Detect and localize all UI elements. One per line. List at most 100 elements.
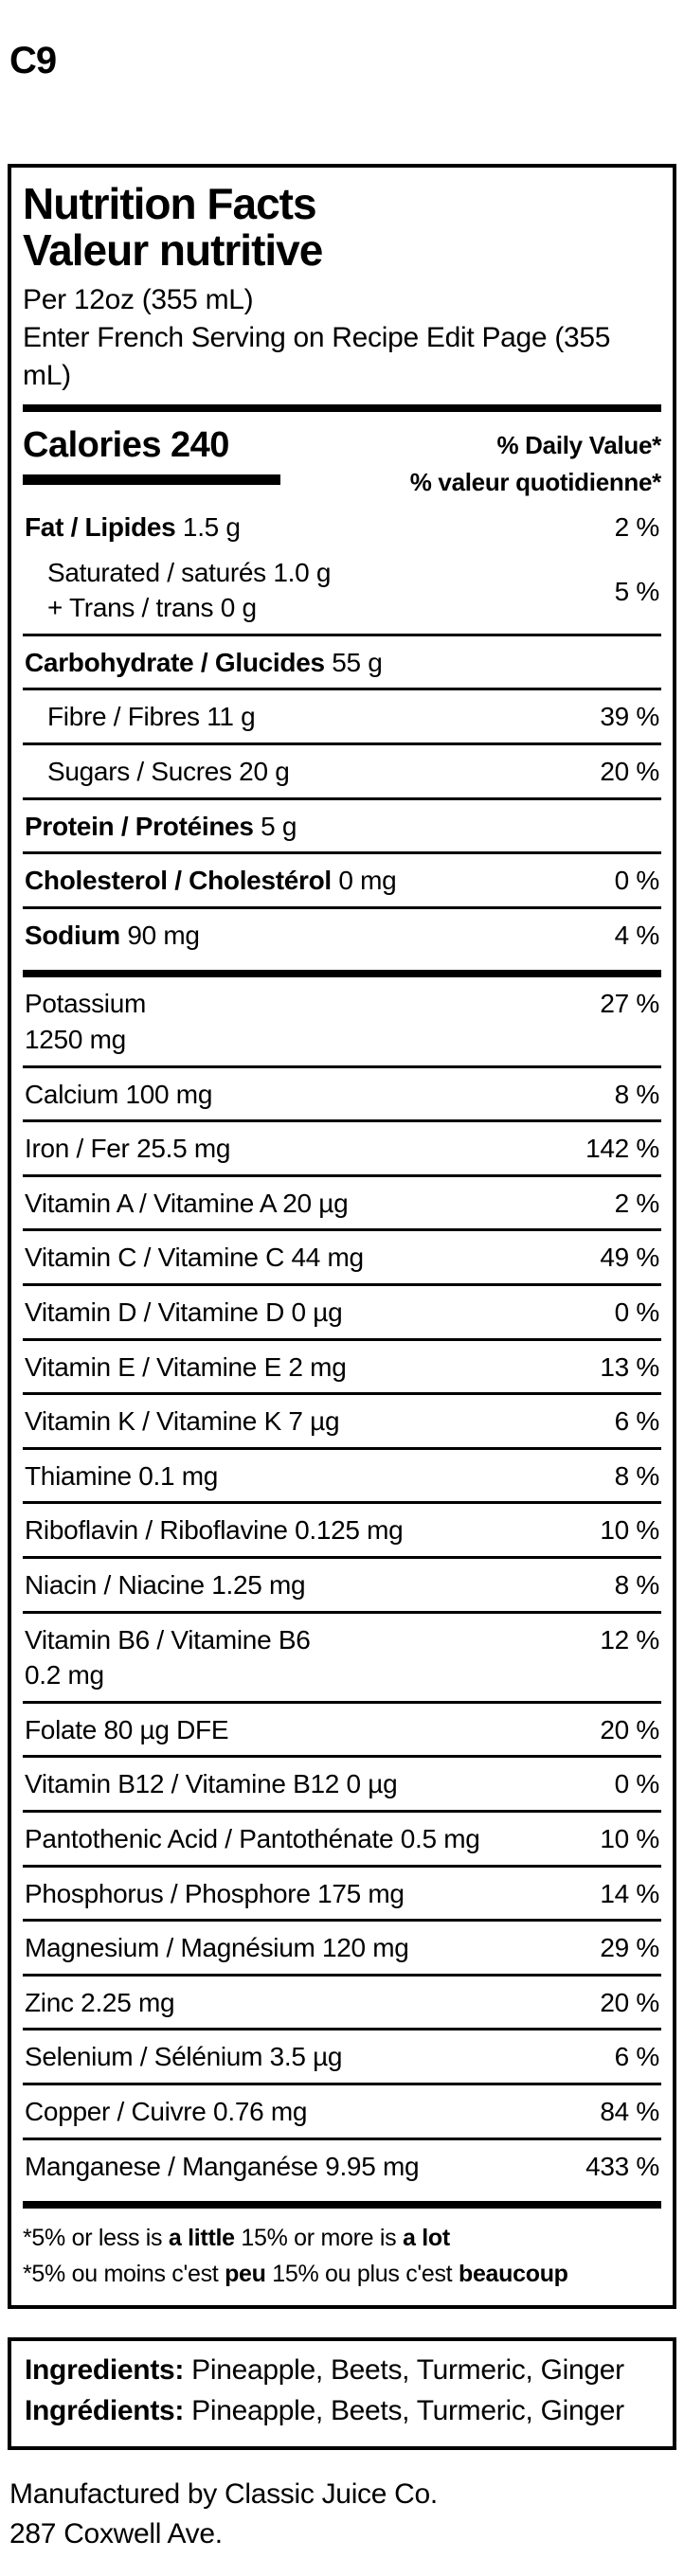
daily-value-percent: 14 % <box>600 1878 659 1908</box>
section-divider-bar <box>23 404 661 413</box>
nutrient-row: Folate 80 µg DFE 20 % <box>23 1700 661 1756</box>
calories-block: Calories 240 <box>23 425 280 486</box>
daily-value-percent: 2 % <box>614 512 660 543</box>
nutrient-row: Vitamin A / Vitamine A 20 µg 2 % <box>23 1173 661 1229</box>
daily-value-percent: 0 % <box>614 866 660 896</box>
label-title-en: Nutrition Facts <box>23 179 317 228</box>
nutrient-row: Manganese / Manganése 9.95 mg 433 % <box>23 2137 661 2192</box>
nutrient-name: Fat / Lipides 1.5 g <box>25 512 241 543</box>
daily-value-percent: 12 % <box>600 1624 659 1655</box>
footnote-en-text: *5% or less is <box>23 2225 169 2252</box>
nutrient-name: Sodium 90 mg <box>25 920 200 950</box>
daily-value-header: % Daily Value* % valeur quotidienne* <box>409 425 662 501</box>
nutrient-name: Calcium 100 mg <box>25 1079 213 1109</box>
daily-value-percent: 29 % <box>600 1933 659 1963</box>
daily-value-percent: 8 % <box>614 1569 660 1600</box>
manufacturer-line: Manufactured by Classic Juice Co. <box>9 2478 438 2511</box>
nutrition-facts-label: Nutrition Facts Valeur nutritive Per 12o… <box>8 164 676 2310</box>
ingredients-text-en: Pineapple, Beets, Turmeric, Ginger <box>184 2354 624 2387</box>
nutrient-name: Phosphorus / Phosphore 175 mg <box>25 1878 405 1908</box>
footnote-en-bold: a lot <box>402 2225 450 2252</box>
daily-value-percent: 4 % <box>614 920 660 950</box>
daily-value-percent: 8 % <box>614 1079 660 1109</box>
daily-value-percent: 20 % <box>600 1714 659 1744</box>
nutrient-name: Magnesium / Magnésium 120 mg <box>25 1933 409 1963</box>
daily-value-percent: 6 % <box>614 2042 660 2072</box>
daily-value-percent: 20 % <box>600 757 659 787</box>
ingredients-text-fr: Pineapple, Beets, Turmeric, Ginger <box>184 2394 624 2426</box>
footnote-fr-text: *5% ou moins c'est <box>23 2261 225 2288</box>
footnote-en-text: 15% or more is <box>234 2225 403 2252</box>
daily-value-percent: 39 % <box>600 702 659 732</box>
daily-value-percent: 5 % <box>614 576 660 606</box>
footnote-fr-bold: beaucoup <box>458 2261 568 2288</box>
nutrient-name: Folate 80 µg DFE <box>25 1714 229 1744</box>
ingredients-label-fr: Ingrédients: <box>25 2394 185 2426</box>
nutrient-row: Vitamin D / Vitamine D 0 µg 0 % <box>23 1283 661 1338</box>
daily-value-percent: 6 % <box>614 1406 660 1437</box>
nutrient-row: Selenium / Sélénium 3.5 µg 6 % <box>23 2028 661 2083</box>
nutrient-name: Vitamin B12 / Vitamine B12 0 µg <box>25 1769 398 1799</box>
nutrient-row: Riboflavin / Riboflavine 0.125 mg 10 % <box>23 1501 661 1556</box>
page-title: C9 <box>9 40 57 81</box>
page: C9 Nutrition Facts Valeur nutritive Per … <box>0 40 684 2554</box>
section-divider-bar <box>23 2201 661 2209</box>
daily-value-percent: 49 % <box>600 1243 659 1273</box>
calories-value: 240 <box>171 425 229 466</box>
nutrient-name: Niacin / Niacine 1.25 mg <box>25 1569 306 1600</box>
nutrient-row: Carbohydrate / Glucides 55 g <box>23 633 661 689</box>
ingredients-box: Ingredients: Pineapple, Beets, Turmeric,… <box>8 2337 676 2451</box>
daily-value-percent: 84 % <box>600 2096 659 2126</box>
footnote-en-bold: a little <box>168 2225 235 2252</box>
serving-size-fr: Enter French Serving on Recipe Edit Page… <box>23 322 611 392</box>
nutrient-row: Fat / Lipides 1.5 g 2 % <box>23 501 661 553</box>
nutrient-row: Calcium 100 mg 8 % <box>23 1064 661 1120</box>
daily-value-header-en: % Daily Value* <box>496 431 661 460</box>
daily-value-percent: 0 % <box>614 1769 660 1799</box>
nutrient-name: Vitamin C / Vitamine C 44 mg <box>25 1243 364 1273</box>
nutrient-row: Iron / Fer 25.5 mg 142 % <box>23 1119 661 1174</box>
footnote-fr-bold: peu <box>225 2261 266 2288</box>
calories-label: Calories <box>23 425 161 466</box>
nutrient-name: Vitamin K / Vitamine K 7 µg <box>25 1406 340 1437</box>
daily-value-header-fr: % valeur quotidienne* <box>409 468 662 497</box>
nutrient-row: Protein / Protéines 5 g <box>23 796 661 852</box>
daily-value-percent: 13 % <box>600 1351 659 1382</box>
calories-underline-bar <box>23 474 280 486</box>
nutrient-row: Vitamin K / Vitamine K 7 µg 6 % <box>23 1392 661 1447</box>
nutrient-row: Copper / Cuivre 0.76 mg 84 % <box>23 2082 661 2138</box>
ingredients-label-en: Ingredients: <box>25 2354 185 2387</box>
daily-value-percent: 0 % <box>614 1297 660 1328</box>
footnote-en: *5% or less is a little 15% or more is a… <box>23 2220 661 2256</box>
nutrient-name: Thiamine 0.1 mg <box>25 1460 219 1491</box>
nutrient-row: Niacin / Niacine 1.25 mg 8 % <box>23 1555 661 1611</box>
nutrient-row: Magnesium / Magnésium 120 mg 29 % <box>23 1919 661 1974</box>
nutrient-name: Riboflavin / Riboflavine 0.125 mg <box>25 1515 404 1546</box>
nutrient-name: Manganese / Manganése 9.95 mg <box>25 2151 420 2181</box>
nutrient-row: Saturated / saturés 1.0 g + Trans / trans… <box>23 553 661 634</box>
nutrient-row: Vitamin C / Vitamine C 44 mg 49 % <box>23 1228 661 1283</box>
manufacturer-info: Manufactured by Classic Juice Co. 287 Co… <box>9 2475 684 2554</box>
nutrient-row: Sugars / Sucres 20 g 20 % <box>23 742 661 797</box>
footnotes: *5% or less is a little 15% or more is a… <box>23 2209 661 2292</box>
daily-value-percent: 8 % <box>614 1460 660 1491</box>
nutrient-row: Zinc 2.25 mg 20 % <box>23 1973 661 2029</box>
nutrient-row: Vitamin E / Vitamine E 2 mg 13 % <box>23 1337 661 1393</box>
nutrient-name: Saturated / saturés 1.0 g + Trans / trans… <box>47 557 332 623</box>
nutrient-row: Cholesterol / Cholestérol 0 mg 0 % <box>23 851 661 906</box>
macronutrient-rows: Fat / Lipides 1.5 g 2 % Saturated / saturé… <box>23 501 661 960</box>
daily-value-percent: 20 % <box>600 1987 659 2017</box>
nutrient-name: Zinc 2.25 mg <box>25 1987 175 2017</box>
nutrient-name: Vitamin A / Vitamine A 20 µg <box>25 1188 349 1218</box>
nutrient-name: Copper / Cuivre 0.76 mg <box>25 2096 308 2126</box>
daily-value-percent: 10 % <box>600 1515 659 1546</box>
ingredients-line-en: Ingredients: Pineapple, Beets, Turmeric,… <box>25 2351 659 2391</box>
daily-value-percent: 27 % <box>600 989 659 1019</box>
nutrient-row: Thiamine 0.1 mg 8 % <box>23 1446 661 1502</box>
nutrient-name: Vitamin E / Vitamine E 2 mg <box>25 1351 347 1382</box>
nutrient-row: Pantothenic Acid / Pantothénate 0.5 mg 10… <box>23 1809 661 1865</box>
nutrient-row: Vitamin B6 / Vitamine B6 0.2 mg 12 % <box>23 1610 661 1701</box>
nutrient-name: Carbohydrate / Glucides 55 g <box>25 647 383 677</box>
nutrient-name: Fibre / Fibres 11 g <box>47 702 256 732</box>
nutrient-name: Sugars / Sucres 20 g <box>47 757 290 787</box>
